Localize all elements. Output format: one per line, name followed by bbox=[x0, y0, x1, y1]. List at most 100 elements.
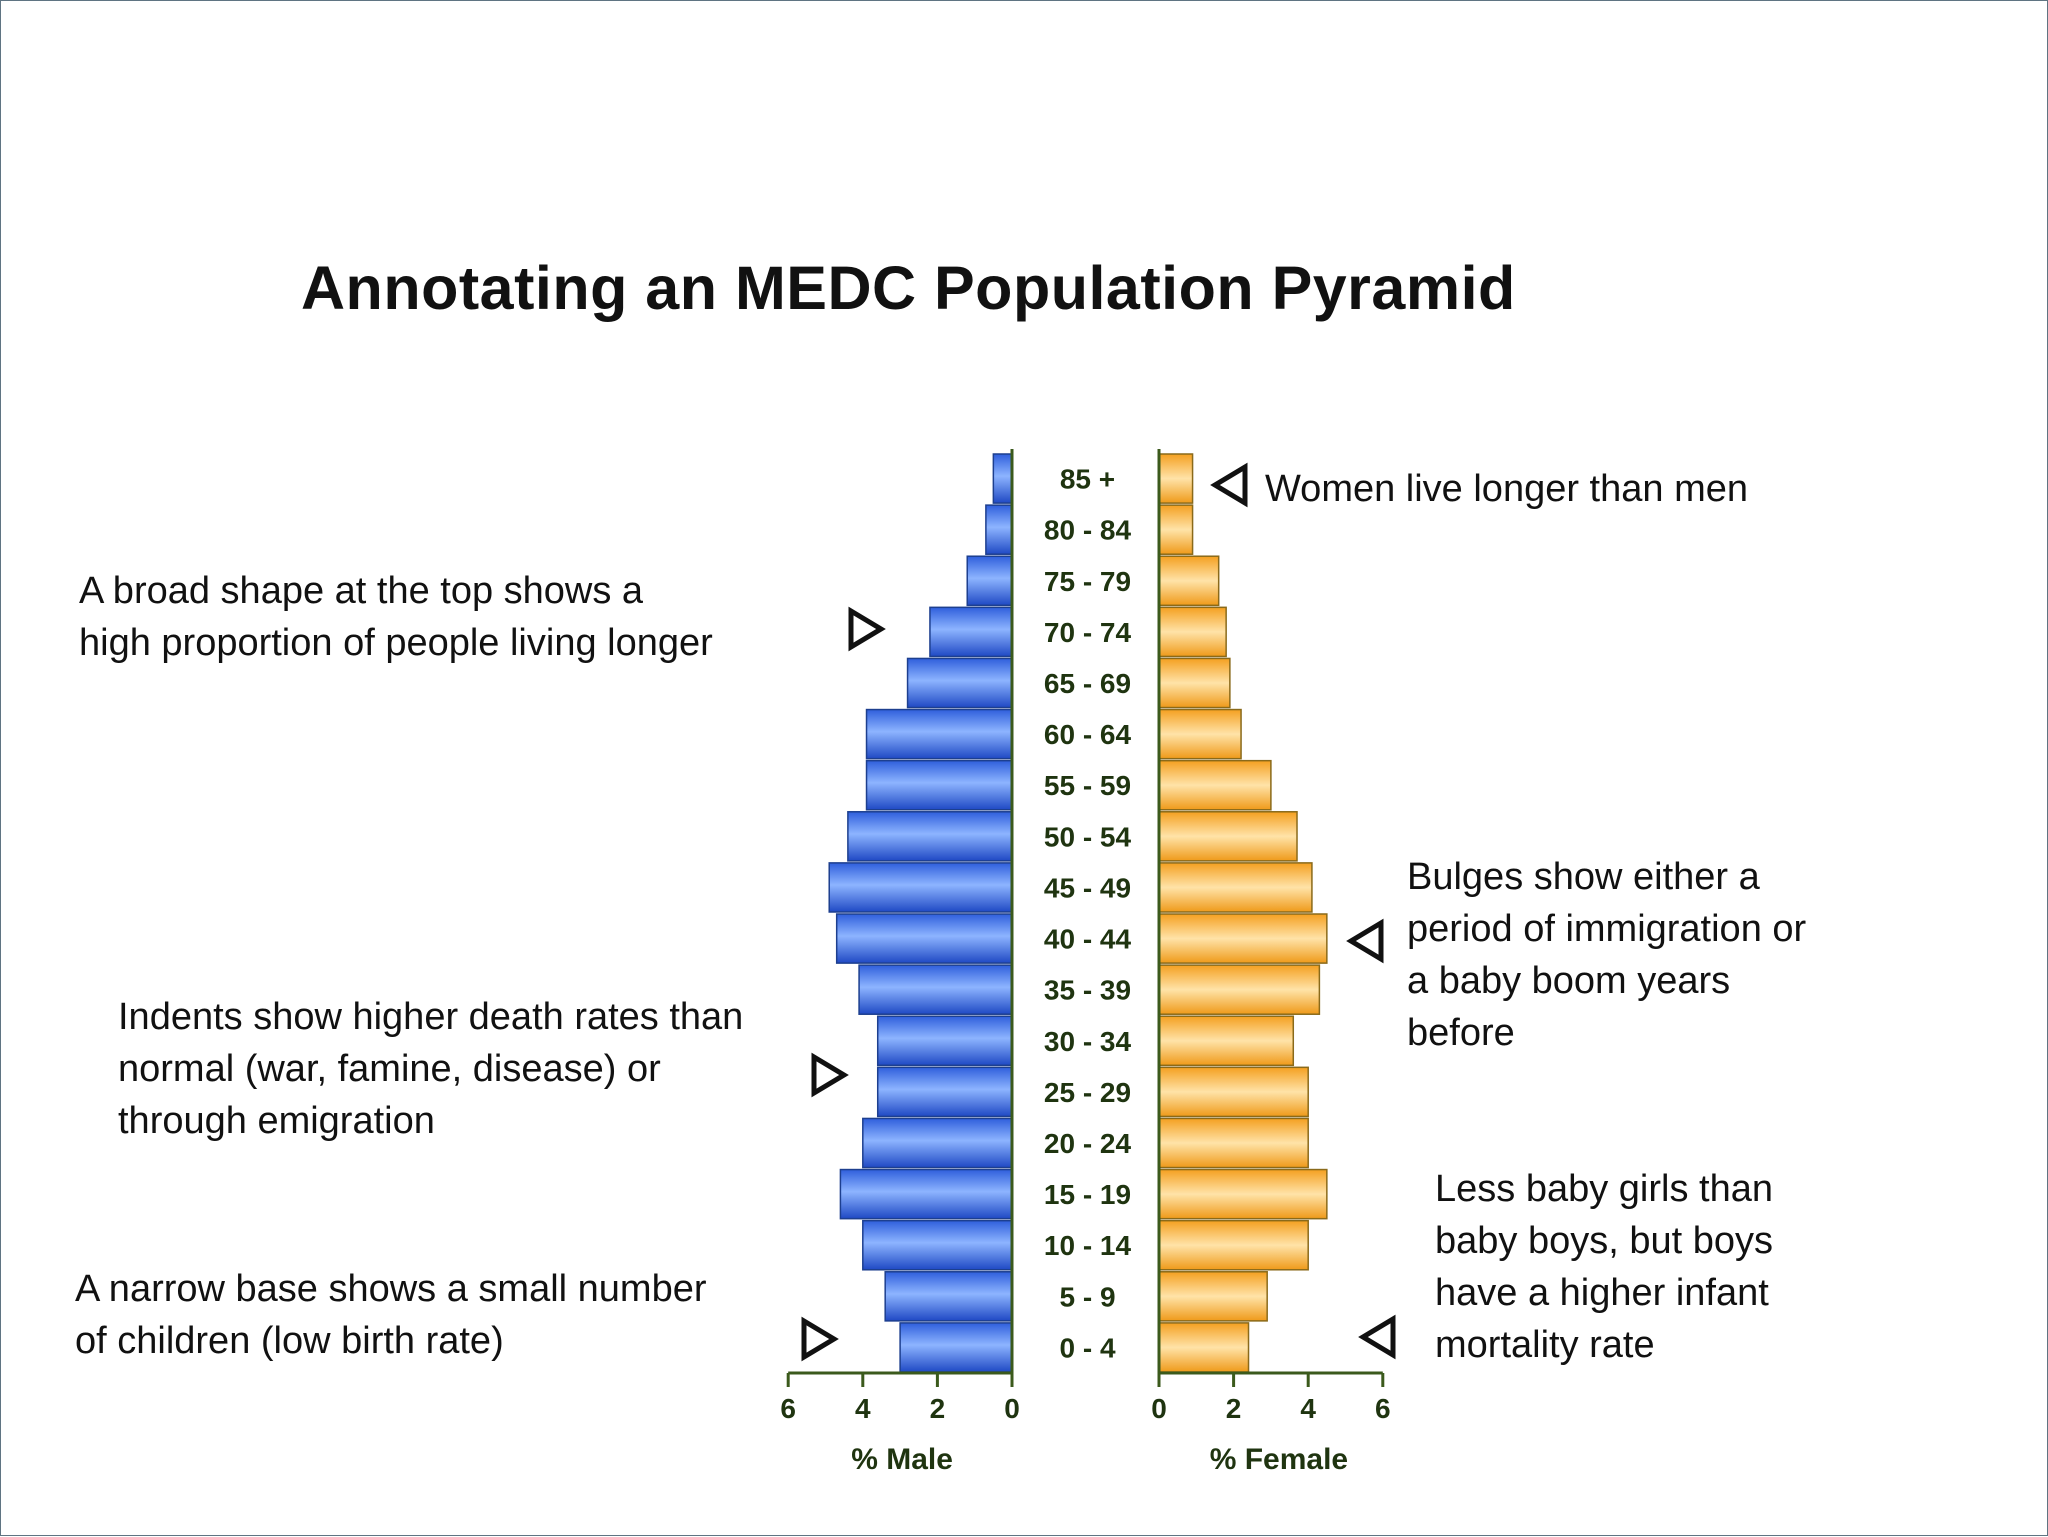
female-bar bbox=[1158, 1117, 1309, 1169]
age-group-label: 80 - 84 bbox=[1044, 515, 1132, 546]
arrow-right-icon bbox=[811, 1052, 849, 1098]
chart-title: Annotating an MEDC Population Pyramid bbox=[301, 254, 1516, 322]
female-x-tick-label: 4 bbox=[1300, 1393, 1316, 1424]
female-bar bbox=[1158, 862, 1313, 913]
female-bar bbox=[1158, 1322, 1250, 1373]
female-bar bbox=[1158, 1168, 1328, 1220]
female-bar bbox=[1158, 708, 1242, 760]
female-bar bbox=[1158, 504, 1194, 555]
age-group-label: 5 - 9 bbox=[1059, 1281, 1115, 1312]
annotation-line: through emigration bbox=[118, 1100, 435, 1142]
male-bar bbox=[876, 1066, 1013, 1118]
annotation-narrow-base: A narrow base shows a small number of ch… bbox=[75, 1263, 707, 1367]
age-group-label: 35 - 39 bbox=[1044, 975, 1131, 1006]
arrow-left-icon bbox=[1358, 1314, 1396, 1360]
age-group-labels: 0 - 4 5 - 9 10 - 14 15 - 19 20 - 24 25 - 29 30… bbox=[1044, 464, 1132, 1364]
age-group-label: 55 - 59 bbox=[1044, 770, 1131, 801]
annotation-indents: Indents show higher death rates than nor… bbox=[118, 991, 743, 1147]
arrow-left-icon bbox=[1346, 918, 1384, 964]
age-group-label: 45 - 49 bbox=[1044, 872, 1131, 903]
female-bar bbox=[1158, 964, 1321, 1015]
annotation-line: mortality rate bbox=[1435, 1324, 1655, 1366]
age-group-label: 70 - 74 bbox=[1044, 617, 1132, 648]
annotation-line: normal (war, famine, disease) or bbox=[118, 1048, 661, 1090]
annotation-line: have a higher infant bbox=[1435, 1272, 1769, 1314]
female-bar bbox=[1158, 1066, 1309, 1118]
male-x-tick-label: 4 bbox=[855, 1393, 871, 1424]
annotation-line: A broad shape at the top shows a bbox=[79, 570, 644, 612]
arrow-left-icon bbox=[1210, 462, 1248, 508]
male-x-tick-label: 6 bbox=[780, 1393, 796, 1424]
female-bar bbox=[1158, 606, 1227, 658]
arrow-right-icon bbox=[848, 606, 886, 652]
male-bar bbox=[992, 453, 1013, 504]
age-group-label: 20 - 24 bbox=[1044, 1128, 1132, 1159]
female-bar bbox=[1158, 759, 1272, 811]
male-bar bbox=[847, 811, 1013, 862]
annotation-arrows bbox=[801, 462, 1396, 1362]
annotation-line: Bulges show either a bbox=[1407, 856, 1760, 898]
age-group-label: 85 + bbox=[1060, 464, 1115, 495]
female-bar bbox=[1158, 913, 1328, 964]
male-bar bbox=[985, 504, 1013, 555]
female-bars bbox=[1158, 453, 1328, 1373]
annotation-line: of children (low birth rate) bbox=[75, 1320, 504, 1362]
annotation-line: Indents show higher death rates than bbox=[118, 996, 744, 1038]
age-group-label: 50 - 54 bbox=[1044, 821, 1132, 852]
annotation-line: Less baby girls than bbox=[1435, 1168, 1773, 1210]
female-bar bbox=[1158, 657, 1231, 709]
annotation-line: A narrow base shows a small number bbox=[75, 1268, 707, 1310]
male-bar bbox=[839, 1168, 1013, 1220]
male-bar bbox=[865, 759, 1013, 811]
male-bar bbox=[899, 1322, 1013, 1373]
annotation-line: high proportion of people living longer bbox=[79, 622, 713, 664]
female-x-tick-label: 6 bbox=[1375, 1393, 1391, 1424]
male-bars bbox=[828, 453, 1013, 1373]
male-bar bbox=[858, 964, 1013, 1015]
female-x-tick-label: 0 bbox=[1151, 1393, 1167, 1424]
male-x-tick-label: 2 bbox=[930, 1393, 946, 1424]
age-group-label: 60 - 64 bbox=[1044, 719, 1132, 750]
age-group-label: 0 - 4 bbox=[1059, 1332, 1115, 1363]
annotation-baby-girls: Less baby girls than baby boys, but boys… bbox=[1435, 1163, 1773, 1371]
axes: 0 0 2 2 4 4 6 6 % Male % Female bbox=[780, 449, 1391, 1476]
female-bar bbox=[1158, 1219, 1309, 1271]
annotation-line: period of immigration or bbox=[1407, 908, 1807, 950]
age-group-label: 15 - 19 bbox=[1044, 1179, 1131, 1210]
female-bar bbox=[1158, 453, 1194, 504]
annotation-broad-top: A broad shape at the top shows a high pr… bbox=[79, 565, 713, 669]
female-x-tick-label: 2 bbox=[1226, 1393, 1242, 1424]
male-bar bbox=[876, 1015, 1013, 1067]
age-group-label: 25 - 29 bbox=[1044, 1077, 1131, 1108]
male-bar bbox=[828, 862, 1013, 913]
annotation-line: baby boys, but boys bbox=[1435, 1220, 1773, 1262]
annotation-line: Women live longer than men bbox=[1265, 468, 1748, 510]
male-bar bbox=[865, 708, 1013, 760]
age-group-label: 75 - 79 bbox=[1044, 566, 1131, 597]
annotation-bulges: Bulges show either a period of immigrati… bbox=[1407, 851, 1806, 1059]
female-bar bbox=[1158, 1015, 1295, 1067]
female-bar bbox=[1158, 555, 1220, 607]
arrow-right-icon bbox=[801, 1316, 839, 1362]
age-group-label: 30 - 34 bbox=[1044, 1026, 1132, 1057]
male-bar bbox=[835, 913, 1013, 964]
male-bar bbox=[862, 1117, 1013, 1169]
male-bar bbox=[966, 555, 1013, 607]
female-x-axis-label: % Female bbox=[1210, 1443, 1348, 1476]
age-group-label: 10 - 14 bbox=[1044, 1230, 1132, 1261]
male-bar bbox=[862, 1219, 1013, 1271]
male-bar bbox=[929, 606, 1013, 658]
annotation-line: a baby boom years bbox=[1407, 960, 1731, 1002]
male-x-axis-label: % Male bbox=[851, 1443, 953, 1476]
male-bar bbox=[884, 1271, 1013, 1322]
annotation-line: before bbox=[1407, 1012, 1515, 1054]
age-group-label: 65 - 69 bbox=[1044, 668, 1131, 699]
female-bar bbox=[1158, 811, 1298, 862]
annotation-women-longer: Women live longer than men bbox=[1265, 463, 1748, 515]
age-group-label: 40 - 44 bbox=[1044, 924, 1132, 955]
male-x-tick-label: 0 bbox=[1004, 1393, 1020, 1424]
female-bar bbox=[1158, 1271, 1268, 1322]
male-bar bbox=[906, 657, 1013, 709]
